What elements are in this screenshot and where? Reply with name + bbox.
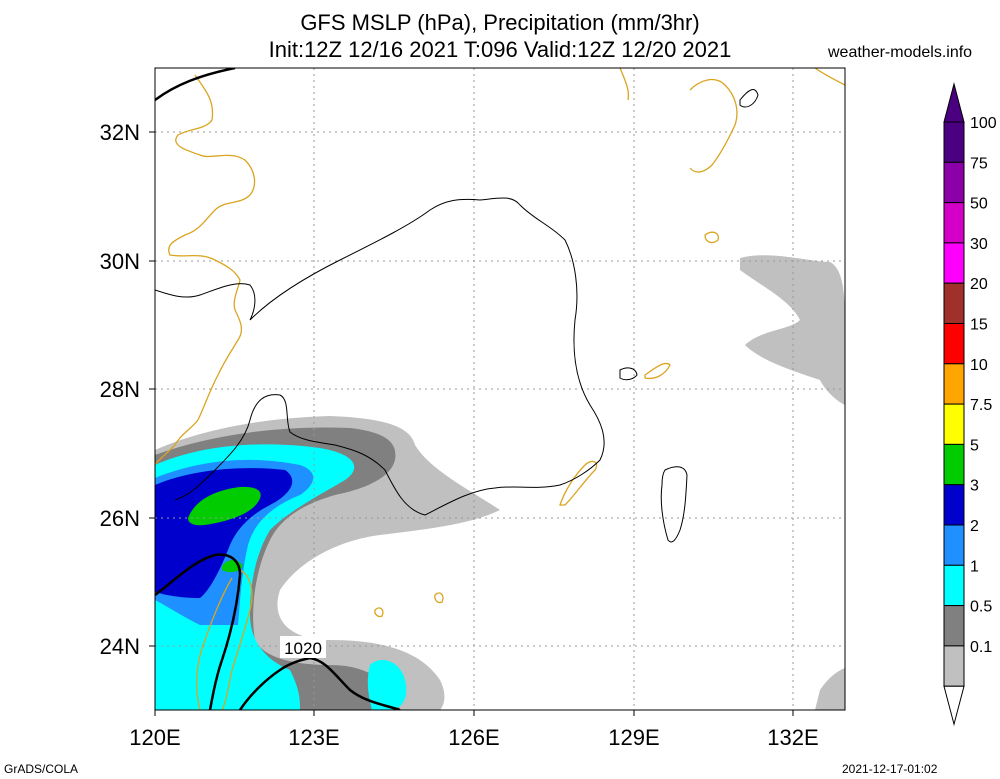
legend-label-5: 5 bbox=[970, 437, 979, 454]
legend-swatch-75 bbox=[943, 161, 965, 204]
coastline-island-c bbox=[434, 592, 444, 604]
legend-swatch-10 bbox=[943, 363, 965, 405]
contour-thin-main bbox=[155, 197, 605, 516]
precipitation-shading bbox=[155, 255, 845, 710]
legend-label-75: 75 bbox=[970, 155, 988, 172]
legend-label-0.1: 0.1 bbox=[970, 639, 992, 656]
legend-swatch-100 bbox=[943, 121, 965, 163]
footer-software-credit: GrADS/COLA bbox=[4, 762, 79, 776]
legend-swatch-20 bbox=[943, 282, 965, 325]
chart-title-line2: Init:12Z 12/16 2021 T:096 Valid:12Z 12/2… bbox=[268, 37, 732, 62]
contour-thin-east-loop bbox=[660, 466, 688, 543]
legend-label-20: 20 bbox=[970, 276, 988, 293]
lat-label-24n: 24N bbox=[100, 634, 140, 659]
legend-bottom-arrow bbox=[943, 685, 965, 727]
map-content bbox=[155, 68, 845, 710]
legend-swatch-7.5 bbox=[943, 403, 965, 445]
contour-thin-north-island bbox=[739, 89, 759, 108]
lat-label-30n: 30N bbox=[100, 249, 140, 274]
legend-label-0.5: 0.5 bbox=[970, 599, 992, 616]
latitude-labels: 24N 26N 28N 30N 32N bbox=[100, 120, 140, 659]
precip-area-green bbox=[188, 486, 261, 526]
longitude-labels: 120E 123E 126E 129E 132E bbox=[129, 725, 818, 750]
legend-swatch-30 bbox=[943, 242, 965, 284]
coastline-taiwan bbox=[196, 569, 253, 710]
precip-area-light-gray-east bbox=[740, 255, 845, 405]
legend-swatch-15 bbox=[943, 323, 965, 365]
precip-area-cyan-south bbox=[367, 660, 407, 710]
legend-swatch-0.5 bbox=[943, 605, 965, 647]
legend-label-2: 2 bbox=[970, 518, 979, 535]
precip-legend: 100 75 50 30 20 15 10 7.5 5 3 2 1 0.5 0.1 bbox=[943, 82, 997, 727]
legend-swatch-1 bbox=[943, 564, 965, 607]
lat-label-28n: 28N bbox=[100, 377, 140, 402]
legend-label-3: 3 bbox=[970, 478, 979, 495]
coastline-island-a bbox=[644, 362, 671, 380]
lon-label-120e: 120E bbox=[129, 725, 180, 750]
footer-timestamp: 2021-12-17-01:02 bbox=[842, 762, 938, 776]
legend-swatch-3 bbox=[943, 484, 965, 526]
legend-label-10: 10 bbox=[970, 357, 988, 374]
legend-swatch-2 bbox=[943, 524, 965, 566]
coastline-kyushu bbox=[689, 78, 738, 173]
lon-label-126e: 126E bbox=[448, 725, 499, 750]
coastlines bbox=[155, 68, 845, 710]
legend-label-50: 50 bbox=[970, 196, 988, 213]
isobar-southwest bbox=[155, 553, 242, 710]
lat-label-26n: 26N bbox=[100, 506, 140, 531]
lon-label-129e: 129E bbox=[608, 725, 659, 750]
legend-label-30: 30 bbox=[970, 236, 988, 253]
tick-marks bbox=[149, 131, 794, 716]
legend-label-15: 15 bbox=[970, 317, 988, 334]
isobar-north bbox=[155, 68, 236, 102]
isobar-label-1020: 1020 bbox=[284, 639, 322, 658]
lon-label-123e: 123E bbox=[288, 725, 339, 750]
coastline-china-east bbox=[155, 74, 256, 466]
site-credit: weather-models.info bbox=[828, 44, 973, 61]
contour-thin-small-loop bbox=[619, 367, 638, 381]
legend-swatch-0.1 bbox=[943, 645, 965, 687]
legend-swatch-5 bbox=[943, 443, 965, 486]
chart-title-line1: GFS MSLP (hPa), Precipitation (mm/3hr) bbox=[300, 10, 700, 35]
lon-label-132e: 132E bbox=[767, 725, 818, 750]
coastline-far-east bbox=[814, 68, 845, 86]
thin-contours bbox=[155, 89, 759, 543]
legend-label-7.5: 7.5 bbox=[970, 397, 992, 414]
lat-label-32n: 32N bbox=[100, 120, 140, 145]
isobar-label-bg bbox=[280, 636, 326, 658]
legend-label-100: 100 bbox=[970, 115, 997, 132]
coastline-island-b bbox=[704, 231, 719, 244]
legend-swatch-50 bbox=[943, 202, 965, 244]
coastline-korea-tip bbox=[619, 68, 630, 101]
coastline-island-d bbox=[374, 607, 384, 618]
coastline-ryukyu bbox=[559, 460, 598, 506]
legend-top-arrow bbox=[943, 82, 965, 123]
grid-lines bbox=[155, 68, 845, 710]
legend-label-1: 1 bbox=[970, 558, 979, 575]
precip-area-light-gray-southeast bbox=[815, 668, 845, 710]
